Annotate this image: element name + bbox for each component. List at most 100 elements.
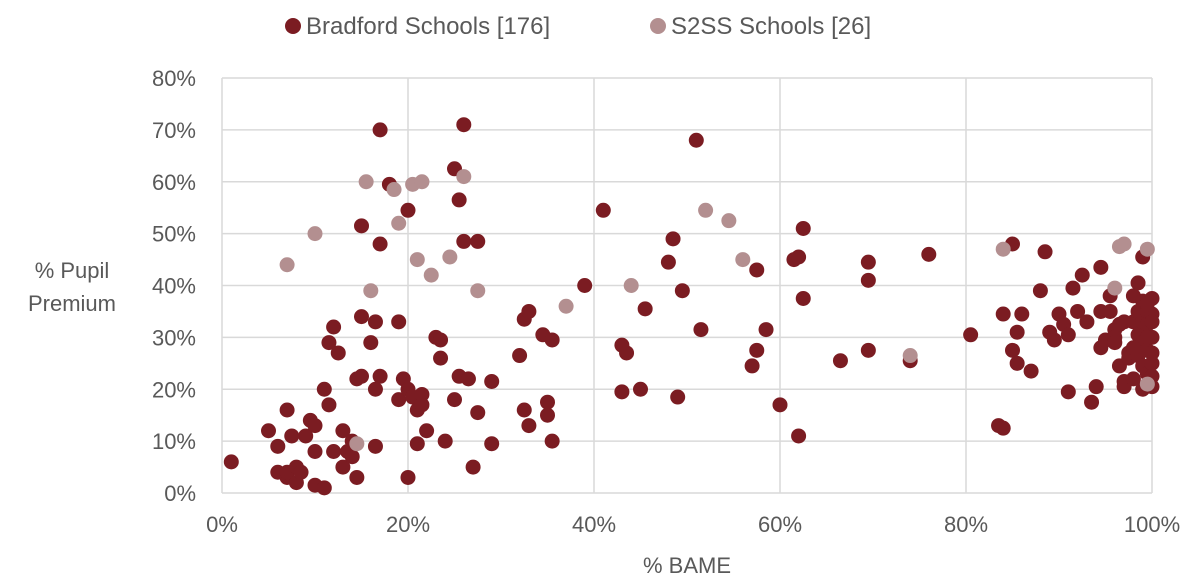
- data-point: [1037, 244, 1053, 260]
- data-point: [721, 213, 737, 229]
- data-point: [321, 397, 337, 413]
- data-point: [688, 132, 704, 148]
- data-point: [279, 257, 295, 273]
- data-points: [223, 117, 1160, 496]
- data-point: [577, 278, 593, 293]
- data-point: [307, 418, 323, 434]
- y-tick-label: 20%: [152, 377, 196, 402]
- data-point: [372, 122, 388, 138]
- y-tick-label: 60%: [152, 170, 196, 195]
- data-point: [674, 283, 690, 299]
- data-point: [354, 309, 369, 325]
- data-point: [1093, 259, 1109, 275]
- series-bradford: [223, 117, 1160, 496]
- data-point: [1023, 363, 1039, 379]
- data-point: [391, 215, 407, 231]
- data-point: [744, 358, 760, 374]
- data-point: [995, 241, 1011, 257]
- data-point: [451, 192, 467, 208]
- data-point: [633, 381, 648, 397]
- data-point: [795, 290, 811, 306]
- data-point: [1102, 303, 1118, 319]
- data-point: [307, 226, 323, 242]
- data-point: [335, 459, 351, 475]
- data-point: [540, 394, 555, 410]
- x-tick-label: 0%: [206, 512, 238, 537]
- data-point: [316, 381, 332, 397]
- x-tick-label: 60%: [758, 512, 802, 537]
- data-point: [284, 428, 300, 444]
- data-point: [749, 342, 765, 358]
- data-point: [521, 418, 537, 434]
- data-point: [544, 433, 560, 449]
- data-point: [335, 423, 351, 439]
- x-tick-label: 100%: [1124, 512, 1180, 537]
- data-point: [1116, 236, 1132, 252]
- y-tick-label: 30%: [152, 325, 196, 350]
- data-point: [437, 433, 453, 449]
- data-point: [1065, 280, 1081, 296]
- data-point: [484, 373, 500, 389]
- data-point: [558, 298, 574, 314]
- data-point: [1088, 379, 1104, 395]
- data-point: [261, 423, 276, 439]
- data-point: [512, 348, 528, 364]
- data-point: [1130, 275, 1146, 291]
- data-point: [363, 283, 379, 299]
- data-point: [1084, 394, 1100, 410]
- legend-label-bradford: Bradford Schools [176]: [306, 13, 550, 40]
- y-tick-label: 70%: [152, 118, 196, 143]
- data-point: [693, 322, 709, 338]
- data-point: [614, 384, 630, 400]
- x-tick-label: 20%: [386, 512, 430, 537]
- data-point: [921, 246, 937, 262]
- data-point: [316, 480, 332, 496]
- data-point: [1139, 296, 1155, 312]
- data-point: [1139, 376, 1155, 392]
- data-point: [400, 202, 416, 218]
- data-point: [363, 335, 379, 351]
- legend-marker-bradford: [285, 18, 301, 34]
- data-point: [1139, 241, 1155, 257]
- y-tick-label: 80%: [152, 66, 196, 91]
- data-point: [1144, 345, 1160, 361]
- data-point: [1060, 384, 1076, 400]
- data-point: [470, 405, 486, 421]
- data-point: [540, 407, 555, 423]
- data-point: [1074, 267, 1090, 283]
- data-point: [223, 454, 239, 470]
- data-point: [409, 436, 425, 452]
- data-point: [1046, 332, 1062, 348]
- data-point: [1107, 280, 1123, 296]
- data-point: [367, 314, 383, 330]
- data-point: [470, 283, 486, 299]
- data-point: [623, 278, 639, 293]
- data-point: [670, 389, 686, 405]
- legend-label-s2ss: S2SS Schools [26]: [671, 13, 871, 40]
- data-point: [349, 469, 365, 485]
- data-point: [391, 392, 407, 408]
- data-point: [660, 254, 676, 270]
- legend-marker-s2ss: [650, 18, 666, 34]
- data-point: [544, 332, 560, 348]
- legend: Bradford Schools [176] S2SS Schools [26]: [285, 13, 871, 40]
- data-point: [1125, 340, 1141, 356]
- data-point: [484, 436, 500, 452]
- data-point: [419, 423, 435, 439]
- data-point: [442, 249, 458, 265]
- data-point: [447, 392, 462, 408]
- data-point: [1079, 314, 1095, 330]
- data-point: [279, 402, 295, 418]
- data-point: [665, 231, 681, 247]
- data-point: [1070, 303, 1086, 319]
- data-point: [293, 464, 309, 480]
- data-point: [516, 402, 532, 418]
- data-point: [326, 444, 342, 459]
- data-point: [1014, 306, 1030, 322]
- data-point: [344, 449, 360, 465]
- data-point: [860, 272, 876, 288]
- data-point: [307, 444, 323, 459]
- data-point: [860, 254, 876, 270]
- y-tick-label: 40%: [152, 274, 196, 299]
